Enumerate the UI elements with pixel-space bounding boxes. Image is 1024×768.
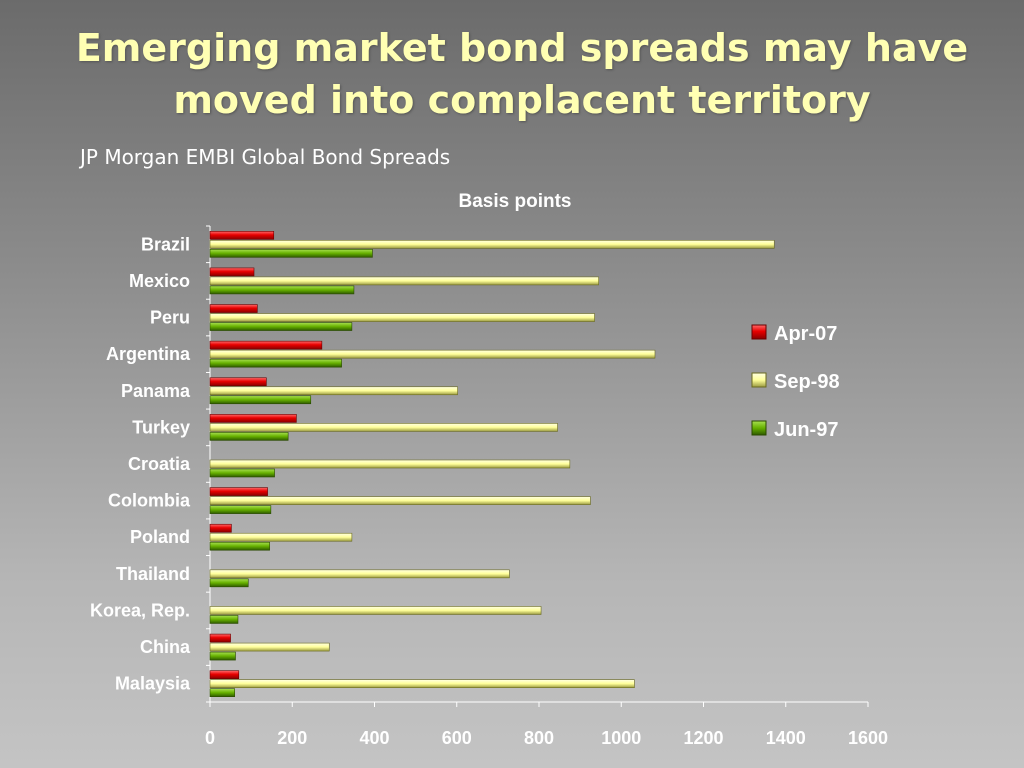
category-label: Panama bbox=[121, 381, 191, 401]
x-tick-label: 0 bbox=[205, 728, 215, 748]
legend-swatch bbox=[751, 324, 767, 340]
bar-apr-07 bbox=[209, 340, 323, 350]
bar-apr-07 bbox=[209, 304, 258, 313]
bar-sep-98 bbox=[209, 349, 656, 359]
bar-jun-97 bbox=[209, 285, 355, 295]
bar-apr-07 bbox=[209, 487, 268, 496]
bar-jun-97 bbox=[209, 651, 236, 661]
bar-sep-98 bbox=[209, 386, 458, 396]
title-line-2: moved into complacent territory bbox=[173, 78, 871, 122]
bar-apr-07 bbox=[209, 633, 231, 643]
chart-title: Basis points bbox=[459, 191, 572, 212]
bar-jun-97 bbox=[209, 468, 275, 478]
category-label: Croatia bbox=[128, 454, 191, 474]
bar-jun-97 bbox=[209, 688, 235, 697]
bar-jun-97 bbox=[209, 505, 272, 514]
legend-label: Apr-07 bbox=[774, 323, 837, 345]
bar-apr-07 bbox=[209, 670, 240, 679]
bar-jun-97 bbox=[209, 249, 373, 258]
bar-jun-97 bbox=[209, 322, 353, 331]
bar-sep-98 bbox=[209, 240, 775, 249]
chart-subtitle: JP Morgan EMBI Global Bond Spreads bbox=[80, 145, 451, 169]
bar-sep-98 bbox=[209, 569, 510, 579]
bar-apr-07 bbox=[209, 267, 255, 277]
bar-apr-07 bbox=[209, 414, 297, 423]
x-tick-label: 1600 bbox=[848, 728, 888, 748]
bar-jun-97 bbox=[209, 578, 249, 588]
bar-jun-97 bbox=[209, 395, 312, 405]
category-label: Korea, Rep. bbox=[90, 600, 190, 620]
legend-label: Sep-98 bbox=[774, 371, 840, 393]
bar-sep-98 bbox=[209, 276, 599, 286]
x-tick-label: 1000 bbox=[601, 728, 641, 748]
legend-swatch bbox=[751, 372, 767, 388]
x-tick-label: 200 bbox=[277, 728, 307, 748]
bar-apr-07 bbox=[209, 523, 232, 533]
title-line-1: Emerging market bond spreads may have bbox=[75, 26, 969, 70]
bar-sep-98 bbox=[209, 313, 595, 322]
x-tick-label: 400 bbox=[359, 728, 389, 748]
category-label: China bbox=[140, 637, 191, 657]
bar-apr-07 bbox=[209, 377, 267, 387]
category-label: Mexico bbox=[129, 271, 190, 291]
bar-sep-98 bbox=[209, 642, 330, 652]
legend-label: Jun-97 bbox=[774, 419, 838, 441]
bar-sep-98 bbox=[209, 606, 542, 615]
bar-jun-97 bbox=[209, 432, 289, 441]
bar-sep-98 bbox=[209, 459, 571, 469]
bar-jun-97 bbox=[209, 541, 270, 551]
category-label: Argentina bbox=[106, 344, 191, 364]
bar-jun-97 bbox=[209, 615, 239, 624]
x-tick-label: 600 bbox=[442, 728, 472, 748]
x-tick-label: 1400 bbox=[766, 728, 806, 748]
bar-apr-07 bbox=[209, 231, 275, 240]
category-label: Colombia bbox=[108, 491, 191, 511]
category-label: Thailand bbox=[116, 564, 190, 584]
x-tick-label: 800 bbox=[524, 728, 554, 748]
x-tick-label: 1200 bbox=[683, 728, 723, 748]
category-label: Brazil bbox=[141, 234, 190, 254]
bar-sep-98 bbox=[209, 496, 591, 505]
slide-title: Emerging market bond spreads may have mo… bbox=[20, 22, 1024, 126]
category-label: Peru bbox=[150, 308, 190, 328]
category-label: Malaysia bbox=[115, 674, 191, 694]
category-label: Poland bbox=[130, 527, 190, 547]
bar-sep-98 bbox=[209, 423, 558, 432]
legend-swatch bbox=[751, 420, 767, 436]
bar-sep-98 bbox=[209, 679, 635, 688]
bar-sep-98 bbox=[209, 532, 353, 542]
bar-jun-97 bbox=[209, 358, 342, 368]
category-label: Turkey bbox=[132, 417, 190, 437]
